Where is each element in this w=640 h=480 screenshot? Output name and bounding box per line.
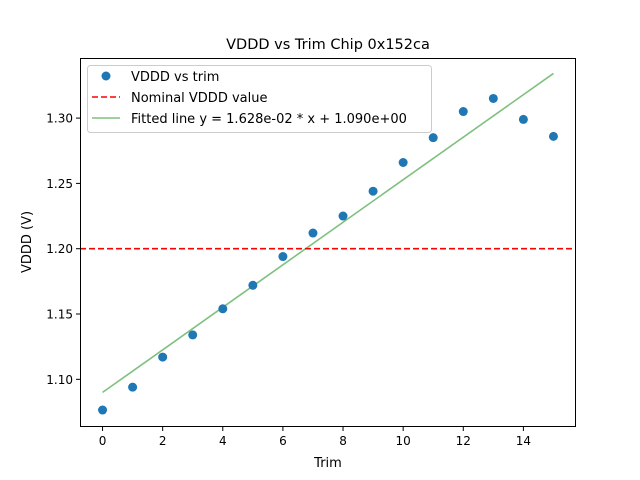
data-point — [458, 107, 468, 117]
legend-label-nominal: Nominal VDDD value — [131, 91, 267, 106]
chart-title: VDDD vs Trim Chip 0x152ca — [226, 37, 430, 53]
y-tick-label: 1.25 — [46, 177, 73, 191]
data-point — [278, 252, 288, 262]
legend-label-fit: Fitted line y = 1.628e-02 * x + 1.090e+0… — [131, 112, 407, 127]
data-point — [188, 330, 198, 340]
data-point — [368, 186, 378, 196]
legend-marker-vddd — [101, 71, 111, 81]
x-tick-label: 12 — [456, 434, 471, 448]
y-axis-label: VDDD (V) — [20, 211, 35, 273]
data-point — [398, 157, 408, 167]
data-point — [218, 304, 228, 314]
data-point — [428, 133, 438, 143]
data-point — [488, 93, 498, 103]
x-tick-label: 0 — [99, 434, 107, 448]
data-point — [98, 405, 108, 415]
x-tick-label: 14 — [516, 434, 531, 448]
y-tick-label: 1.15 — [46, 308, 73, 322]
y-tick-label: 1.30 — [46, 112, 73, 126]
y-tick-label: 1.20 — [46, 242, 73, 256]
data-point — [128, 382, 138, 392]
legend-box — [87, 65, 432, 133]
data-point — [248, 280, 258, 290]
y-tick-label: 1.10 — [46, 373, 73, 387]
data-point — [308, 228, 318, 238]
x-tick-label: 2 — [159, 434, 167, 448]
data-point — [548, 131, 558, 141]
legend: VDDD vs trim Nominal VDDD value Fitted l… — [87, 65, 432, 133]
x-tick-label: 6 — [279, 434, 287, 448]
axes-frame — [80, 58, 576, 427]
data-point — [158, 352, 168, 362]
x-tick-label: 10 — [396, 434, 411, 448]
x-tick-label: 4 — [219, 434, 227, 448]
data-point — [518, 114, 528, 124]
x-tick-label: 8 — [339, 434, 347, 448]
legend-label-vddd: VDDD vs trim — [131, 70, 219, 85]
x-axis-label: Trim — [313, 456, 342, 471]
data-point — [338, 211, 348, 221]
fitted-line — [102, 72, 554, 394]
